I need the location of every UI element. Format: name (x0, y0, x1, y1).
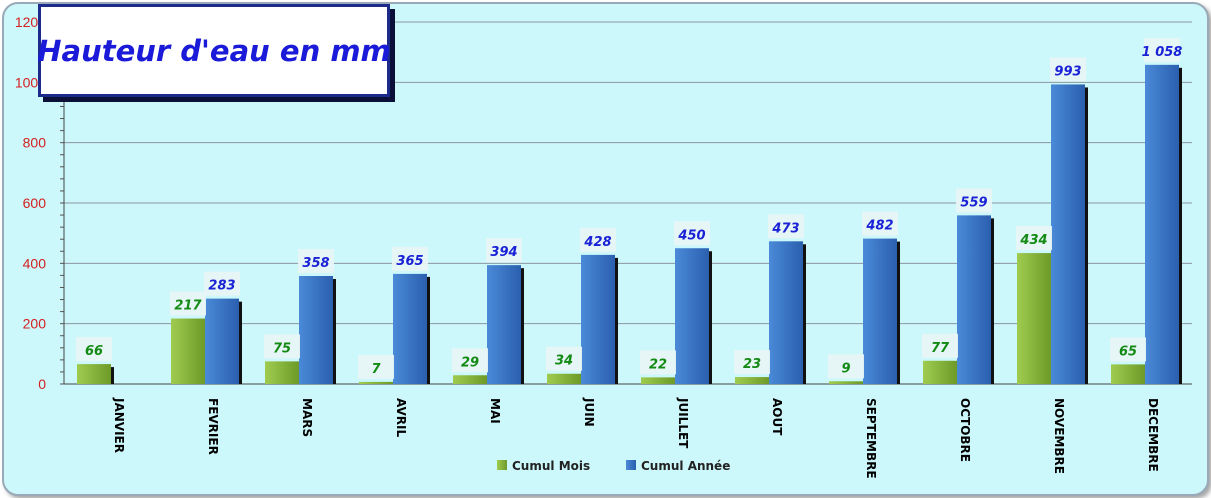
data-label-box (862, 211, 898, 236)
bar-cumul-mois (923, 360, 957, 384)
bar-cumul-annee (299, 276, 333, 384)
data-label: 7 (371, 362, 381, 377)
bar-cumul-mois (547, 373, 581, 384)
data-label-box (828, 354, 864, 379)
data-label-box (392, 246, 428, 271)
data-label-box (1110, 337, 1146, 362)
x-category-label: FEVRIER (206, 398, 220, 455)
data-label-box (358, 354, 394, 379)
data-label: 23 (743, 357, 761, 372)
data-label-box (640, 350, 676, 375)
x-category-label: AVRIL (394, 398, 408, 437)
bar-cumul-annee (769, 241, 803, 384)
x-axis: JANVIER FEVRIER MARS AVRIL MAI JUIN JUILLET AOU… (112, 397, 1160, 479)
data-label-box (298, 249, 334, 274)
bar-cumul-annee (957, 215, 991, 384)
x-category-label: SEPTEMBRE (864, 398, 878, 479)
data-label-box (264, 334, 300, 359)
data-label-box (204, 271, 240, 296)
legend-swatch-mois (497, 460, 507, 470)
legend-label-annee: Cumul Année (641, 459, 730, 473)
y-tick-label: 600 (23, 195, 47, 211)
bar-cumul-annee (393, 273, 427, 384)
y-tick-label: 0 (38, 376, 46, 392)
data-label-box (956, 188, 992, 213)
bar-cumul-mois (453, 375, 487, 384)
data-label-box (546, 346, 582, 371)
data-label: 450 (677, 228, 705, 243)
data-label: 482 (865, 219, 893, 234)
y-tick-label: 200 (23, 316, 47, 332)
bar-cumul-annee (675, 248, 709, 384)
data-label: 428 (583, 235, 611, 250)
legend-swatch-annee (626, 460, 636, 470)
data-label: 394 (490, 245, 517, 260)
data-label-box (734, 350, 770, 375)
chart-title: Hauteur d'eau en mm (37, 33, 391, 68)
bars (77, 64, 1182, 384)
x-category-label: DECEMBRE (1146, 398, 1160, 472)
y-tick-label: 400 (23, 255, 47, 271)
bar-cumul-annee (863, 238, 897, 384)
bar-cumul-annee (1145, 64, 1179, 384)
x-category-label: JANVIER (112, 397, 126, 453)
bar-cumul-annee (487, 265, 521, 384)
x-category-label: MAI (488, 398, 502, 424)
data-label: 365 (396, 254, 423, 269)
data-label: 358 (302, 256, 329, 271)
chart-title-box: Hauteur d'eau en mm (37, 4, 391, 97)
data-label: 22 (649, 357, 667, 372)
data-label: 559 (960, 195, 987, 210)
data-label: 77 (931, 341, 950, 356)
bar-cumul-mois (641, 377, 675, 384)
bar-cumul-mois (829, 381, 863, 384)
bar-cumul-mois (1017, 253, 1051, 384)
data-label-box (1144, 37, 1180, 62)
bar-cumul-mois (1111, 364, 1145, 384)
data-label-box (452, 348, 488, 373)
data-label-box (674, 221, 710, 246)
x-category-label: JUILLET (676, 397, 690, 449)
legend-label-mois: Cumul Mois (512, 459, 590, 473)
x-category-label: AOUT (770, 398, 784, 436)
data-label-box (76, 337, 112, 362)
x-category-label: NOVEMBRE (1052, 398, 1066, 474)
bar-cumul-mois (359, 381, 393, 384)
x-category-label: MARS (300, 398, 314, 437)
bar-cumul-mois (171, 318, 205, 384)
x-category-label: OCTOBRE (958, 398, 972, 462)
data-label: 66 (85, 344, 103, 359)
data-label: 34 (555, 354, 573, 369)
data-label: 434 (1019, 233, 1047, 248)
bar-cumul-annee (581, 254, 615, 384)
data-label-box (1050, 57, 1086, 82)
data-label: 993 (1054, 64, 1081, 79)
legend: Cumul Mois Cumul Année (497, 459, 730, 473)
bar-cumul-mois (735, 377, 769, 384)
y-tick-label: 800 (23, 135, 47, 151)
bar-cumul-annee (205, 298, 239, 384)
data-label: 75 (273, 341, 291, 356)
bar-cumul-annee (1051, 84, 1085, 384)
data-label-box (922, 333, 958, 358)
x-category-label: JUIN (582, 397, 596, 427)
bar-cumul-mois (77, 364, 111, 384)
data-labels: 66 217 283 75 358 7 365 29 394 34 428 22 450 23 473 9 48… (76, 37, 1183, 379)
data-label-box (768, 214, 804, 239)
data-label: 473 (771, 221, 799, 236)
data-label: 65 (1119, 344, 1137, 359)
data-label: 283 (208, 279, 235, 294)
data-label-box (580, 227, 616, 252)
data-label: 217 (174, 299, 202, 314)
bar-cumul-mois (265, 361, 299, 384)
data-label: 9 (841, 361, 850, 376)
data-label: 29 (461, 355, 479, 370)
data-label: 1 058 (1142, 45, 1183, 60)
data-label-box (1016, 226, 1052, 251)
data-label-box (170, 291, 206, 316)
data-label-box (486, 238, 522, 263)
